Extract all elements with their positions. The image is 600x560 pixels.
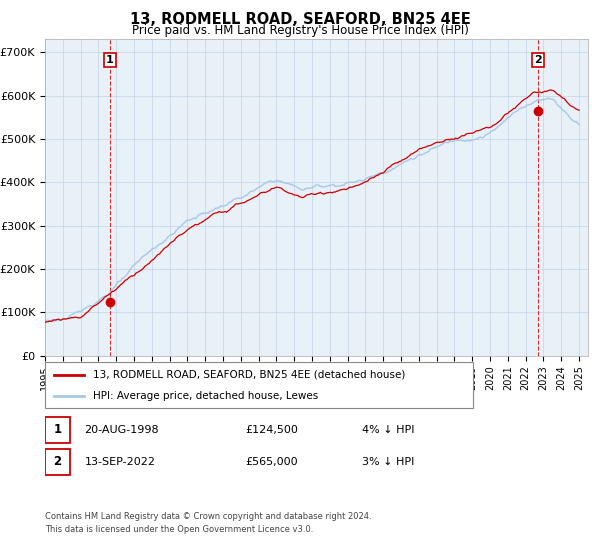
Text: 4% ↓ HPI: 4% ↓ HPI xyxy=(362,425,415,435)
FancyBboxPatch shape xyxy=(45,362,473,408)
Text: 1: 1 xyxy=(106,55,113,65)
Text: 2: 2 xyxy=(534,55,542,65)
FancyBboxPatch shape xyxy=(45,417,70,443)
Text: 2: 2 xyxy=(53,455,62,468)
FancyBboxPatch shape xyxy=(45,449,70,475)
Text: Price paid vs. HM Land Registry's House Price Index (HPI): Price paid vs. HM Land Registry's House … xyxy=(131,24,469,36)
Text: 13, RODMELL ROAD, SEAFORD, BN25 4EE: 13, RODMELL ROAD, SEAFORD, BN25 4EE xyxy=(130,12,470,27)
Text: HPI: Average price, detached house, Lewes: HPI: Average price, detached house, Lewe… xyxy=(92,391,318,402)
Text: This data is licensed under the Open Government Licence v3.0.: This data is licensed under the Open Gov… xyxy=(45,525,313,534)
Text: 1: 1 xyxy=(53,423,62,436)
Text: 13-SEP-2022: 13-SEP-2022 xyxy=(85,457,155,466)
Text: £124,500: £124,500 xyxy=(245,425,299,435)
Text: 20-AUG-1998: 20-AUG-1998 xyxy=(85,425,159,435)
Text: Contains HM Land Registry data © Crown copyright and database right 2024.: Contains HM Land Registry data © Crown c… xyxy=(45,512,371,521)
Text: £565,000: £565,000 xyxy=(245,457,298,466)
Text: 13, RODMELL ROAD, SEAFORD, BN25 4EE (detached house): 13, RODMELL ROAD, SEAFORD, BN25 4EE (det… xyxy=(92,370,405,380)
Text: 3% ↓ HPI: 3% ↓ HPI xyxy=(362,457,414,466)
